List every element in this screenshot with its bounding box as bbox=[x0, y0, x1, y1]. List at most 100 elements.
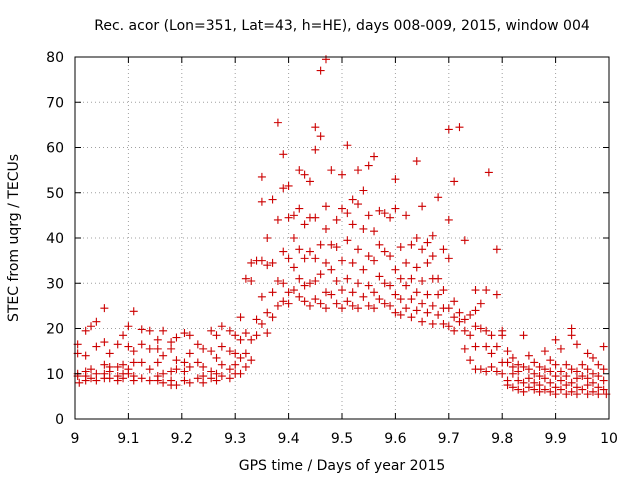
data-point bbox=[343, 297, 352, 306]
data-point bbox=[599, 365, 608, 374]
data-point bbox=[380, 247, 389, 256]
data-point bbox=[594, 390, 603, 399]
data-point bbox=[231, 331, 240, 340]
data-point bbox=[252, 315, 261, 324]
data-point bbox=[268, 313, 277, 322]
data-point bbox=[370, 152, 379, 161]
data-point bbox=[105, 367, 114, 376]
data-point bbox=[316, 66, 325, 75]
x-axis-label: GPS time / Days of year 2015 bbox=[239, 458, 446, 474]
data-point bbox=[316, 132, 325, 141]
data-point bbox=[444, 322, 453, 331]
data-point bbox=[119, 374, 128, 383]
data-point bbox=[273, 118, 282, 127]
data-point bbox=[185, 349, 194, 358]
data-point bbox=[487, 362, 496, 371]
data-point bbox=[289, 263, 298, 272]
data-point bbox=[225, 365, 234, 374]
data-point bbox=[207, 326, 216, 335]
data-point bbox=[129, 358, 138, 367]
data-point bbox=[434, 193, 443, 202]
data-point bbox=[124, 369, 133, 378]
data-point bbox=[300, 170, 309, 179]
y-tick-label: 0 bbox=[55, 412, 64, 428]
data-point bbox=[386, 301, 395, 310]
data-point bbox=[284, 254, 293, 263]
data-point bbox=[295, 245, 304, 254]
data-point bbox=[434, 290, 443, 299]
data-point bbox=[273, 301, 282, 310]
data-point bbox=[212, 376, 221, 385]
data-point bbox=[583, 374, 592, 383]
data-point bbox=[321, 224, 330, 233]
data-point bbox=[217, 372, 226, 381]
data-point bbox=[295, 292, 304, 301]
data-point bbox=[412, 263, 421, 272]
data-point bbox=[567, 387, 576, 396]
data-point bbox=[439, 245, 448, 254]
data-point bbox=[444, 254, 453, 263]
data-point bbox=[530, 369, 539, 378]
data-point bbox=[476, 324, 485, 333]
data-point bbox=[217, 342, 226, 351]
data-point bbox=[546, 378, 555, 387]
data-point bbox=[212, 353, 221, 362]
data-point bbox=[498, 369, 507, 378]
data-point bbox=[153, 344, 162, 353]
data-point bbox=[418, 245, 427, 254]
data-point bbox=[540, 374, 549, 383]
data-point bbox=[199, 362, 208, 371]
data-point bbox=[567, 378, 576, 387]
data-point bbox=[551, 372, 560, 381]
data-point bbox=[578, 372, 587, 381]
data-point bbox=[159, 326, 168, 335]
data-point bbox=[185, 331, 194, 340]
data-point bbox=[257, 292, 266, 301]
data-point bbox=[327, 240, 336, 249]
data-point bbox=[257, 172, 266, 181]
data-point bbox=[482, 326, 491, 335]
data-point bbox=[402, 304, 411, 313]
data-point bbox=[460, 236, 469, 245]
data-point bbox=[439, 286, 448, 295]
x-tick-label: 9.8 bbox=[491, 431, 513, 447]
data-point bbox=[503, 381, 512, 390]
x-tick-label: 9.5 bbox=[331, 431, 353, 447]
data-point bbox=[450, 326, 459, 335]
data-point bbox=[159, 369, 168, 378]
data-point bbox=[396, 243, 405, 252]
data-point bbox=[225, 347, 234, 356]
data-point bbox=[124, 342, 133, 351]
data-point bbox=[444, 125, 453, 134]
data-point bbox=[391, 308, 400, 317]
data-point bbox=[396, 310, 405, 319]
data-point bbox=[588, 353, 597, 362]
data-point bbox=[594, 383, 603, 392]
data-point bbox=[284, 288, 293, 297]
data-point bbox=[450, 313, 459, 322]
y-tick-label: 10 bbox=[46, 367, 64, 383]
data-point bbox=[268, 195, 277, 204]
data-point bbox=[503, 358, 512, 367]
data-point bbox=[212, 369, 221, 378]
data-point bbox=[311, 123, 320, 132]
data-point bbox=[348, 301, 357, 310]
data-point bbox=[402, 281, 411, 290]
data-point bbox=[129, 376, 138, 385]
data-point bbox=[407, 295, 416, 304]
data-point bbox=[199, 344, 208, 353]
data-point bbox=[418, 202, 427, 211]
data-point bbox=[359, 265, 368, 274]
data-point bbox=[354, 279, 363, 288]
data-point bbox=[348, 258, 357, 267]
data-point bbox=[535, 381, 544, 390]
data-point bbox=[92, 369, 101, 378]
x-tick-label: 9.9 bbox=[544, 431, 566, 447]
data-point bbox=[348, 288, 357, 297]
data-point bbox=[241, 362, 250, 371]
data-point bbox=[231, 360, 240, 369]
data-point bbox=[289, 234, 298, 242]
data-point bbox=[159, 351, 168, 360]
data-point bbox=[172, 356, 181, 365]
data-point bbox=[279, 150, 288, 159]
